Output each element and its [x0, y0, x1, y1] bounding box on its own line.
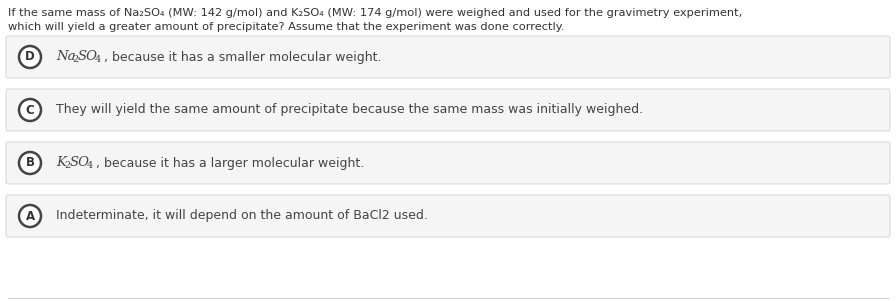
FancyBboxPatch shape — [6, 142, 890, 184]
Text: 4: 4 — [87, 161, 93, 170]
Text: A: A — [25, 209, 35, 222]
Text: SO: SO — [70, 156, 90, 169]
Text: 2: 2 — [72, 55, 78, 64]
Circle shape — [19, 46, 41, 68]
Text: Indeterminate, it will depend on the amount of BaCl2 used.: Indeterminate, it will depend on the amo… — [56, 209, 428, 222]
Text: 4: 4 — [95, 55, 101, 64]
Text: which will yield a greater amount of precipitate? Assume that the experiment was: which will yield a greater amount of pre… — [8, 22, 564, 32]
Text: If the same mass of Na₂SO₄ (MW: 142 g/mol) and K₂SO₄ (MW: 174 g/mol) were weighe: If the same mass of Na₂SO₄ (MW: 142 g/mo… — [8, 8, 742, 18]
Text: K: K — [56, 156, 66, 169]
Text: Na: Na — [56, 49, 75, 63]
Text: 2: 2 — [64, 161, 70, 170]
FancyBboxPatch shape — [6, 36, 890, 78]
Circle shape — [19, 99, 41, 121]
Text: B: B — [25, 157, 35, 169]
Text: C: C — [26, 104, 34, 116]
Circle shape — [19, 205, 41, 227]
Text: They will yield the same amount of precipitate because the same mass was initial: They will yield the same amount of preci… — [56, 104, 643, 116]
Text: , because it has a smaller molecular weight.: , because it has a smaller molecular wei… — [104, 51, 382, 64]
Text: SO: SO — [78, 49, 98, 63]
Circle shape — [19, 152, 41, 174]
Text: D: D — [25, 51, 35, 64]
Text: , because it has a larger molecular weight.: , because it has a larger molecular weig… — [96, 157, 365, 169]
FancyBboxPatch shape — [6, 89, 890, 131]
FancyBboxPatch shape — [6, 195, 890, 237]
